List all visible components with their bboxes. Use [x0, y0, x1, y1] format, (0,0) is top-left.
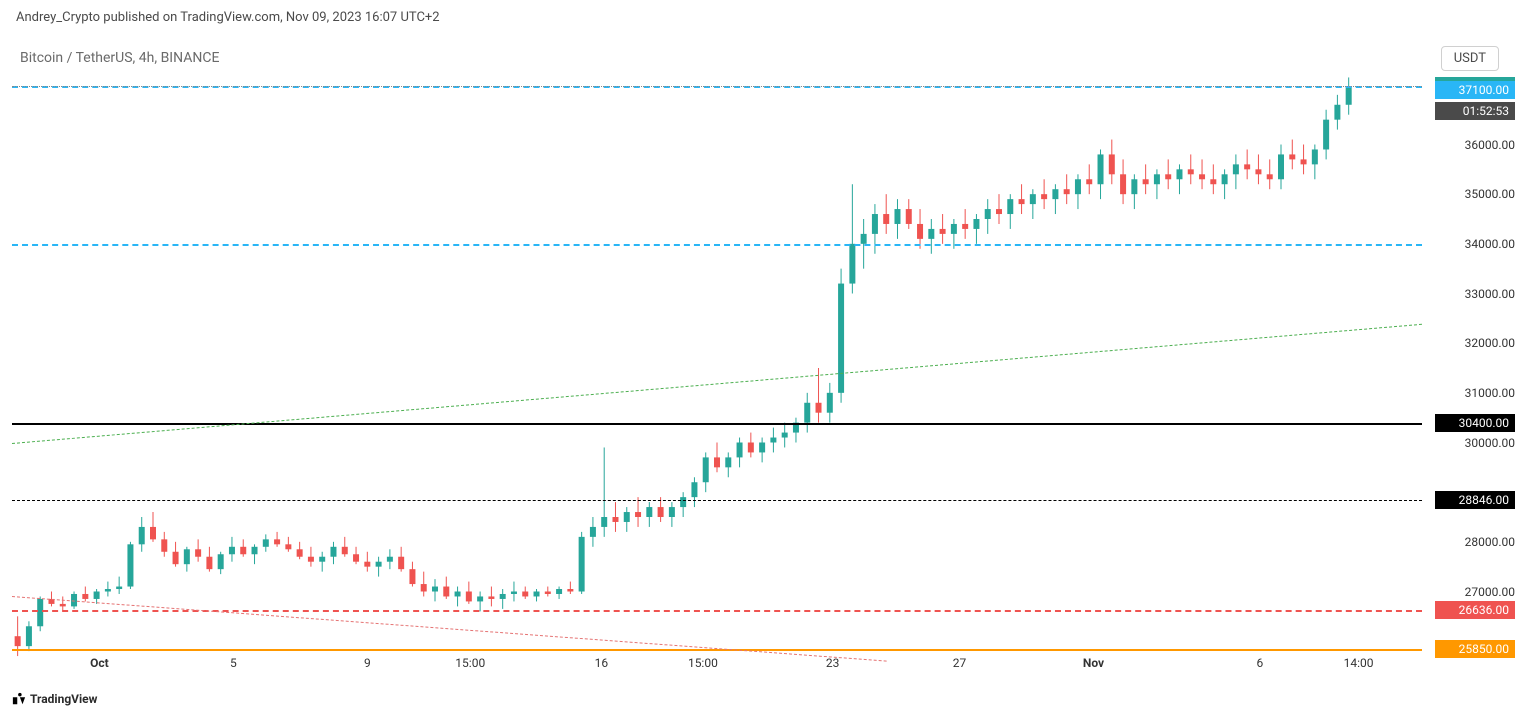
x-tick: 5: [230, 656, 237, 670]
x-axis: Oct 5 9 15:00 16 15:00 23 27 Nov 6 14:00: [12, 656, 1422, 676]
chart-title: Bitcoin / TetherUS, 4h, BINANCE: [20, 50, 219, 66]
footer-label: TradingView: [30, 692, 97, 706]
price-label: 30400.00: [1435, 414, 1515, 432]
y-tick: 34000.00: [1465, 237, 1515, 251]
price-label: 25850.00: [1435, 640, 1515, 658]
x-tick: 14:00: [1344, 656, 1374, 670]
horizontal-line: [12, 244, 1422, 246]
chart-plot-area[interactable]: [12, 70, 1422, 666]
x-tick: 27: [953, 656, 967, 670]
x-tick: Oct: [90, 656, 109, 670]
candlestick-svg: [12, 70, 1422, 666]
price-label: 37100.00: [1435, 81, 1515, 99]
y-tick: 27000.00: [1465, 585, 1515, 599]
x-tick: 15:00: [688, 656, 718, 670]
x-tick: 6: [1256, 656, 1263, 670]
x-tick: 9: [364, 656, 371, 670]
y-tick: 36000.00: [1465, 138, 1515, 152]
tradingview-logo[interactable]: TradingView: [12, 692, 97, 706]
x-tick: 15:00: [455, 656, 485, 670]
y-tick: 30000.00: [1465, 436, 1515, 450]
y-tick: 31000.00: [1465, 386, 1515, 400]
y-tick: 32000.00: [1465, 336, 1515, 350]
x-tick: 23: [826, 656, 840, 670]
y-axis: 36000.00 35000.00 34000.00 33000.00 32000.00…: [1422, 70, 1521, 666]
y-tick: 28000.00: [1465, 535, 1515, 549]
price-label: 28846.00: [1435, 491, 1515, 509]
y-tick: 35000.00: [1465, 187, 1515, 201]
horizontal-line: [12, 86, 1422, 87]
tradingview-icon: [12, 692, 26, 706]
price-label: 26636.00: [1435, 601, 1515, 619]
publish-info: Andrey_Crypto published on TradingView.c…: [16, 10, 440, 25]
x-tick: 16: [595, 656, 609, 670]
price-label: 01:52:53: [1435, 102, 1515, 120]
y-tick: 33000.00: [1465, 287, 1515, 301]
x-tick: Nov: [1083, 656, 1104, 670]
currency-badge[interactable]: USDT: [1441, 46, 1499, 71]
horizontal-line: [12, 500, 1422, 501]
